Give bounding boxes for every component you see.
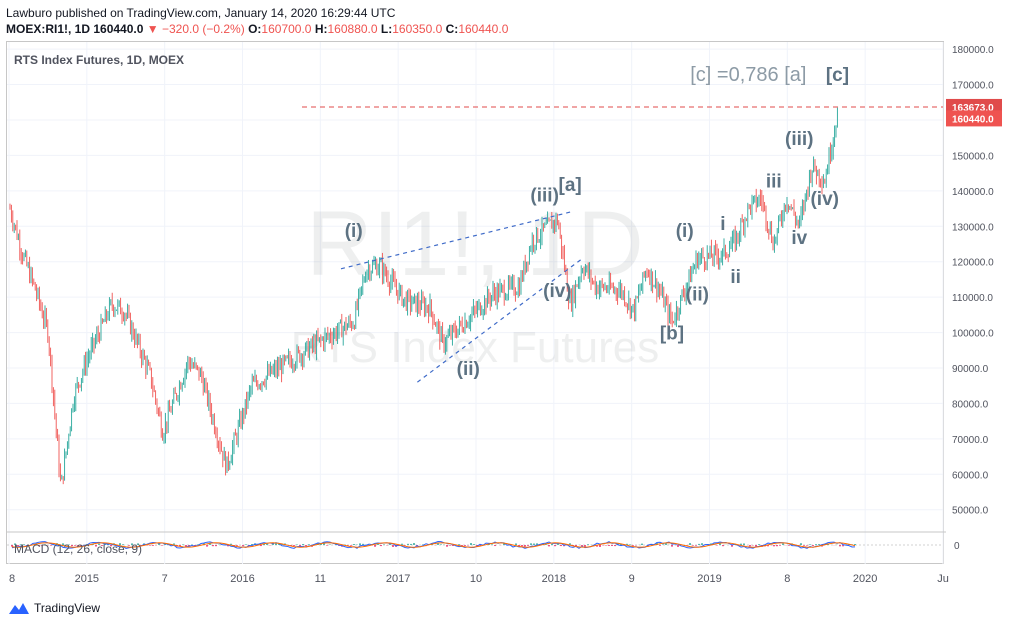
x-tick-label: 8	[9, 573, 15, 585]
y-tick-label: 50000.0	[952, 506, 989, 517]
wave-label: [b]	[660, 324, 684, 345]
high-label: H:	[314, 22, 328, 36]
open-value: 160700.0	[261, 22, 312, 36]
wave-label: (i)	[345, 221, 363, 242]
last-price: 160440.0	[93, 22, 144, 36]
watermark-symbol: RI1!, 1D	[306, 193, 643, 295]
wave-label: i	[720, 214, 725, 235]
series-legend: RTS Index Futures, 1D, MOEX	[14, 53, 185, 67]
price-change: −320.0 (−0.2%)	[162, 22, 245, 36]
footer: TradingView	[8, 601, 100, 615]
x-tick-label: 9	[629, 573, 635, 585]
open-label: O:	[248, 22, 262, 36]
price-label: 163673.0	[952, 103, 994, 114]
y-tick-label: 70000.0	[952, 435, 989, 446]
x-tick-label: Ju	[937, 573, 949, 585]
wave-label: (iv)	[810, 189, 839, 210]
wave-label: iii	[766, 171, 782, 192]
y-tick-label: 180000.0	[952, 45, 994, 56]
wave-label: (ii)	[686, 285, 709, 306]
watermark-name: RTS Index Futures	[291, 323, 659, 372]
macd-line	[11, 541, 856, 549]
chart-header: Lawburo published on TradingView.com, Ja…	[6, 5, 508, 37]
macd-legend: MACD (12, 26, close, 9)	[14, 542, 143, 556]
low-label: L:	[380, 22, 393, 36]
footer-brand: TradingView	[34, 601, 101, 615]
wave-label: iv	[791, 228, 807, 249]
close-label: C:	[445, 22, 459, 36]
y-tick-label: 170000.0	[952, 81, 994, 92]
y-tick-label: 90000.0	[952, 364, 989, 375]
x-tick-label: 2016	[230, 573, 254, 585]
wave-label: ii	[730, 267, 741, 288]
x-tick-label: 2019	[697, 573, 721, 585]
wave-label: [c] =0,786 [a]	[690, 64, 806, 86]
y-tick-label: 80000.0	[952, 399, 989, 410]
x-tick-label: 8	[784, 573, 790, 585]
symbol-label: MOEX:RI1!, 1D	[6, 22, 91, 36]
x-tick-label: 10	[470, 573, 482, 585]
wave-label: [c]	[826, 65, 849, 86]
macd-signal-line	[11, 542, 856, 548]
x-tick-label: 2017	[386, 573, 410, 585]
x-tick-label: 7	[162, 573, 168, 585]
x-tick-label: 11	[315, 573, 326, 585]
trend-line[interactable]	[417, 257, 584, 383]
y-tick-label: 60000.0	[952, 470, 989, 481]
price-label-box	[946, 110, 1002, 127]
y-tick-label: 100000.0	[952, 329, 994, 340]
publish-info: Lawburo published on TradingView.com, Ja…	[6, 6, 396, 20]
y-tick-label: 150000.0	[952, 151, 994, 162]
wave-label: (ii)	[457, 359, 480, 380]
wave-label: (iii)	[785, 129, 814, 150]
close-value: 160440.0	[458, 22, 509, 36]
x-tick-label: 2018	[542, 573, 566, 585]
symbol-ohlc-row: MOEX:RI1!, 1D 160440.0 ▼ −320.0 (−0.2%) …	[6, 21, 508, 37]
price-label: 160440.0	[952, 114, 994, 125]
wave-label: (iii)	[530, 185, 559, 206]
down-arrow-icon: ▼	[146, 22, 159, 36]
x-tick-label: 2015	[75, 573, 99, 585]
macd-zero-label: 0	[954, 541, 960, 552]
y-tick-label: 110000.0	[952, 293, 993, 304]
tradingview-logo-icon	[9, 603, 29, 614]
wave-label: [a]	[559, 175, 582, 196]
y-tick-label: 140000.0	[952, 187, 994, 198]
y-tick-label: 120000.0	[952, 258, 994, 269]
wave-label: (i)	[676, 221, 694, 242]
wave-label: (iv)	[543, 281, 572, 302]
x-tick-label: 2020	[853, 573, 877, 585]
high-value: 160880.0	[327, 22, 378, 36]
y-tick-label: 130000.0	[952, 222, 994, 233]
low-value: 160350.0	[392, 22, 443, 36]
